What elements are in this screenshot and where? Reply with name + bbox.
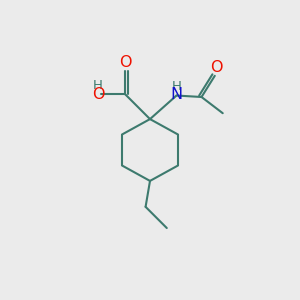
Text: O: O — [119, 55, 131, 70]
Text: O: O — [210, 60, 223, 75]
Text: H: H — [172, 80, 182, 93]
Text: N: N — [170, 87, 183, 102]
Text: O: O — [92, 87, 104, 102]
Text: H: H — [93, 79, 103, 92]
